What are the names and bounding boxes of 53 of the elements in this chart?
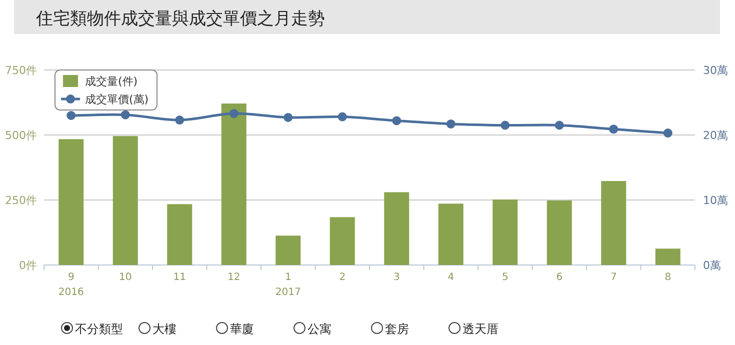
point [66,111,76,120]
bar [546,200,572,265]
bar [221,104,246,265]
x-tick-label: 1 2017 [275,272,301,298]
bar [276,236,301,265]
legend-label: 成交量(件) [85,75,138,88]
chart-title: 住宅類物件成交量與成交單價之月走勢 [35,9,325,29]
y-tick-label: 750件 [5,64,37,77]
x-tick-label: 9 2016 [58,272,84,298]
y2-tick-label: 0萬 [703,259,721,272]
point [446,119,456,128]
point [500,120,510,130]
legend-label: 成交單價(萬) [85,93,149,106]
text: 透天厝 [462,322,498,336]
point [554,120,564,130]
point [229,109,238,118]
point [120,110,130,120]
x-tick-label: 8 [664,272,672,283]
point [175,116,184,125]
bar [167,204,192,265]
x-tick-label: 7 [610,272,617,283]
y2-tick-label: 20萬 [703,129,728,142]
bar [384,192,410,265]
text: 套房 [385,322,409,336]
text: 不分類型 [75,322,123,336]
bar [655,248,680,265]
x-tick-label: 11 [173,272,186,283]
x-tick-label: 3 [393,272,400,283]
bar [112,136,138,265]
y2-tick-label: 10萬 [703,194,728,207]
text: 公寓 [308,322,332,336]
text: 華廈 [230,322,254,336]
bar [438,204,464,265]
x-tick-label: 5 [502,272,508,283]
y2-tick-label: 30萬 [703,64,728,77]
x-tick-label: 6 [556,272,563,283]
y-tick-label: 250件 [5,194,37,207]
bar [492,199,518,265]
bar [601,181,626,265]
point [284,112,293,122]
bar [330,217,355,265]
y-tick-label: 0件 [19,259,37,272]
point [609,124,618,134]
point [338,112,347,122]
x-tick-label: 12 [228,272,240,283]
y-tick-label: 500件 [5,129,37,142]
x-tick-label: 2 [339,272,346,283]
point [663,128,672,138]
text: 大樓 [152,322,176,336]
point [392,116,402,126]
x-tick-label: 4 [448,272,454,283]
bar [58,139,84,265]
x-tick-label: 10 [119,272,132,283]
